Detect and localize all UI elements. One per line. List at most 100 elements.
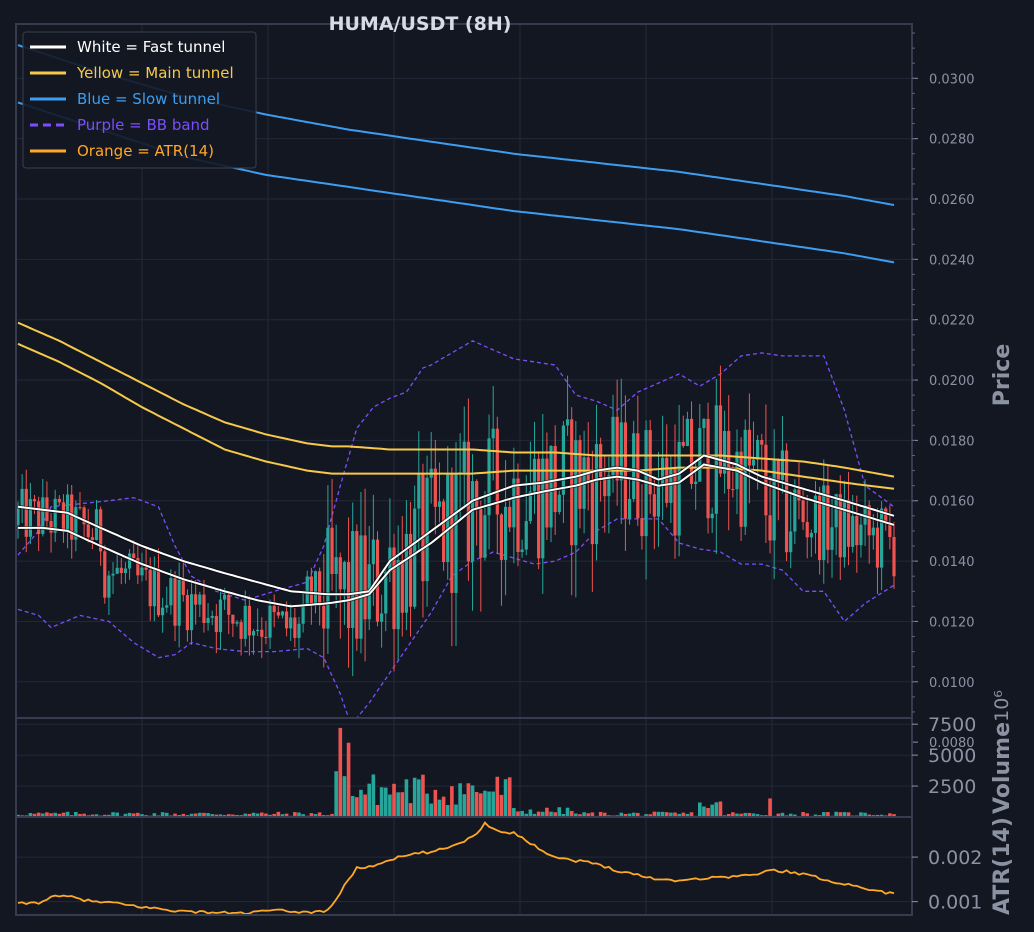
volume-bar [801,812,805,817]
volume-bar [503,779,508,817]
candle-body [396,560,400,630]
candle-body [780,450,785,480]
candle-body [243,605,247,639]
candle-body [272,605,276,613]
candle-body [82,507,86,525]
candle-body [99,509,103,552]
candle-body [61,502,66,532]
candle-body [859,524,863,546]
candle-body [603,477,607,497]
candle-body [169,578,173,606]
candle-body [685,418,689,446]
candle-body [156,568,161,616]
volume-bar [673,812,677,817]
volume-bar [545,807,549,817]
fast-tunnel-line [17,454,895,596]
volume-bar [859,812,863,817]
candle-body [475,481,479,510]
candle-body [148,569,152,607]
candle-body [789,531,793,553]
candle-body [173,578,177,626]
volume-bar [631,812,636,817]
price-tick-label: 0.0220 [929,314,975,329]
volume-bar [412,777,417,817]
volume-bar [478,793,483,817]
candle-body [590,481,594,545]
volume-bar [739,813,743,817]
volume-bar [536,811,541,817]
candle-body [764,444,768,516]
candle-body [363,535,367,620]
candle-body [867,505,871,536]
candle-body [689,418,694,484]
chart-title: HUMA/USDT (8H) [329,13,512,35]
volume-bar [669,812,673,817]
candle-body [760,439,764,445]
volume-bar [127,812,132,817]
atr-panel-background [16,817,912,915]
candle-body [78,507,82,509]
candle-body [855,515,859,546]
candle-body [652,494,656,517]
candle-body [144,567,148,570]
volume-bar [181,813,186,817]
candle-body [264,636,268,638]
volume-bar [317,812,322,817]
candle-body [223,595,227,600]
volume-tick-label: 5000 [928,745,976,767]
candle-body [528,491,532,522]
candle-body [227,595,231,615]
candle-body [727,431,731,490]
candle-body [830,527,834,550]
candle-body [565,419,570,426]
volume-bar [49,813,53,817]
volume-bar [623,813,628,817]
volume-bar [561,813,566,817]
volume-bar [441,796,446,817]
volume-bar [867,814,872,817]
volume-bar [309,813,314,817]
volume-bar [495,776,500,817]
volume-axis-title: Volume [990,722,1015,814]
volume-bar [140,814,144,817]
volume-bar [892,814,896,817]
candle-body [297,623,301,638]
volume-bar [388,794,392,817]
candle-body [289,617,293,629]
candle-body [805,522,809,538]
volume-bar [214,814,219,817]
volume-bar [173,813,177,817]
main-tunnel-line [17,321,895,478]
volume-bar [152,813,157,817]
volume-bar [363,794,367,817]
volume-bar [590,812,595,817]
volume-bar [417,779,421,817]
price-tick-label: 0.0240 [929,253,975,268]
volume-bar [549,811,553,817]
volume-bar [371,774,376,817]
candle-body [594,444,599,545]
volume-bar [359,789,363,817]
candle-body [702,418,706,429]
candle-body [776,459,780,480]
volume-bar [677,813,681,817]
volume-bar [826,812,830,817]
candle-body [454,473,458,593]
volume-bar [78,813,82,817]
volume-bar [574,813,578,817]
candle-body [503,506,508,560]
volume-bar [313,814,318,817]
legend-label: Yellow = Main tunnel [76,64,234,82]
candle-body [107,575,111,598]
legend-label: Blue = Slow tunnel [77,90,220,108]
candle-body [413,508,417,607]
volume-y-axis-ticks: 7500 5000 2500 [912,714,976,798]
candle-body [342,562,347,590]
volume-bar [697,802,702,817]
volume-bar [334,771,338,817]
candle-body [417,474,421,509]
candle-body [756,439,760,460]
volume-bar [202,812,206,817]
volume-bar [780,812,785,817]
